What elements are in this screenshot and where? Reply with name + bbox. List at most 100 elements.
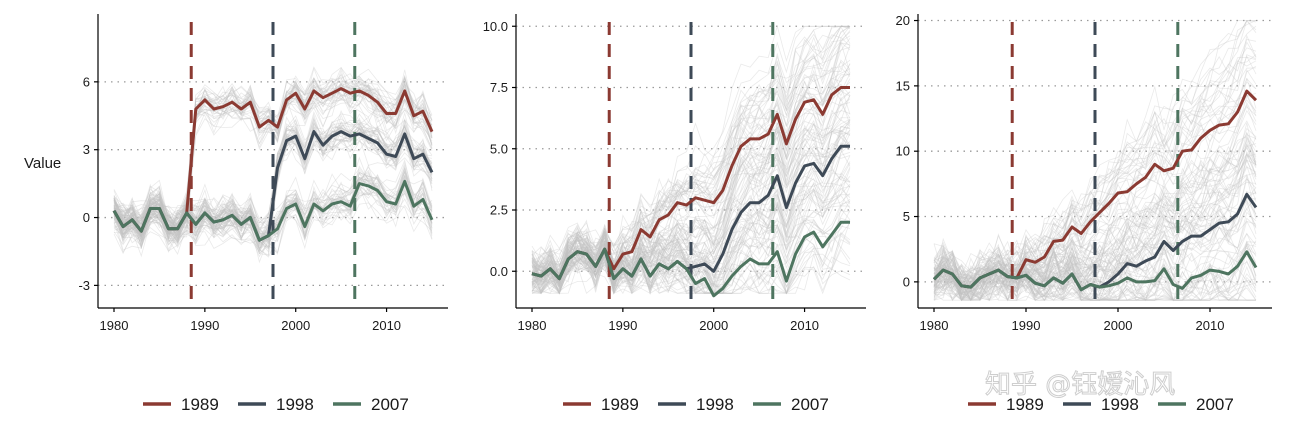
placebo-line	[933, 122, 1257, 278]
placebo-line	[933, 69, 1257, 291]
placebo-line	[113, 81, 433, 231]
axes	[914, 14, 1272, 312]
placebo-line	[933, 153, 1257, 301]
placebo-line	[933, 240, 1257, 302]
x-tick-label: 1980	[518, 318, 547, 333]
panel-left: Value -3 0 3 6 1980 1990 2000 2010	[24, 14, 448, 333]
placebo-line	[933, 262, 1257, 302]
placebo-line	[933, 242, 1257, 296]
placebo-line	[933, 199, 1257, 289]
placebo-line	[113, 174, 433, 245]
placebo-line	[113, 81, 433, 249]
placebo-line	[113, 76, 433, 247]
placebo-line	[933, 136, 1257, 301]
legend-label-2007: 2007	[371, 395, 409, 414]
x-tick-label: 1990	[1012, 318, 1041, 333]
y-tick-label: 0.0	[490, 264, 508, 279]
placebo-line	[531, 231, 851, 295]
placebo-line	[933, 41, 1257, 302]
placebo-line	[933, 191, 1257, 296]
placebo-line	[933, 131, 1257, 296]
x-tick-label: 1990	[608, 318, 637, 333]
x-tick-label: 2000	[281, 318, 310, 333]
x-tick-label: 2000	[1104, 318, 1133, 333]
placebo-line	[933, 261, 1257, 301]
placebo-line	[531, 129, 851, 284]
x-tick-labels: 1980 1990 2000 2010	[920, 318, 1225, 333]
placebo-line	[933, 217, 1257, 300]
placebo-line	[113, 79, 433, 246]
series-lines	[531, 86, 850, 298]
placebo-line	[531, 129, 851, 277]
placebo-line	[531, 210, 851, 295]
y-tick-label: 15	[896, 78, 910, 93]
y-tick-label: 10.0	[483, 19, 508, 34]
y-tick-label: 0	[83, 210, 90, 225]
placebo-line	[933, 144, 1257, 299]
y-tick-label: 7.5	[490, 80, 508, 95]
placebo-line	[531, 119, 851, 284]
placebo-line	[531, 135, 851, 295]
series-lines	[932, 89, 1258, 292]
placebo-line	[113, 118, 433, 229]
placebo-line	[933, 109, 1257, 301]
placebo-line	[933, 247, 1257, 301]
placebo-line	[933, 92, 1257, 296]
legend-left: 1989 1998 2007	[143, 395, 409, 414]
x-tick-label: 2010	[1196, 318, 1225, 333]
placebo-line	[531, 42, 851, 285]
x-tick-labels: 1980 1990 2000 2010	[518, 318, 819, 333]
legend-label-1998: 1998	[276, 395, 314, 414]
placebo-line	[113, 138, 433, 253]
placebo-line	[531, 30, 851, 294]
series-line-2007	[112, 179, 434, 242]
x-tick-label: 1980	[100, 318, 129, 333]
placebo-line	[933, 20, 1257, 298]
y-tick-label: 10	[896, 144, 910, 159]
placebo-line	[933, 195, 1257, 301]
placebo-line	[531, 63, 851, 288]
axes	[94, 14, 448, 312]
placebo-line	[113, 176, 433, 230]
series-lines	[112, 87, 434, 242]
y-tick-label: 6	[83, 74, 90, 89]
placebo-line	[933, 145, 1257, 292]
y-tick-label: 3	[83, 142, 90, 157]
treatment-lines	[607, 22, 775, 308]
legend-label-2007: 2007	[791, 395, 829, 414]
series-line-2007	[531, 220, 850, 298]
x-tick-label: 2010	[790, 318, 819, 333]
legend-label-1989: 1989	[601, 395, 639, 414]
treatment-lines	[189, 22, 357, 308]
placebo-line	[933, 19, 1257, 301]
placebo-line	[531, 68, 851, 294]
placebo-line	[933, 153, 1257, 302]
placebo-line	[531, 119, 851, 279]
placebo-line	[933, 134, 1257, 300]
watermark: 知乎 @钰嫒沁风	[985, 370, 1175, 400]
x-tick-label: 2000	[699, 318, 728, 333]
x-tick-label: 2010	[372, 318, 401, 333]
y-axis-title: Value	[24, 155, 61, 172]
placebo-line	[933, 246, 1257, 301]
placebo-line	[933, 136, 1257, 302]
placebo-line	[531, 232, 851, 294]
axes	[512, 14, 866, 312]
x-tick-label: 1990	[190, 318, 219, 333]
placebo-line	[933, 260, 1257, 301]
placebo-line	[933, 60, 1257, 292]
placebo-line	[933, 182, 1257, 301]
placebo-line	[933, 54, 1257, 301]
placebo-line	[933, 54, 1257, 282]
placebo-line	[933, 201, 1257, 293]
placebo-line	[531, 209, 851, 294]
legend-label-1998: 1998	[1101, 395, 1139, 414]
panel-right: 0 5 10 15 20 1980 1990 2000 2010	[896, 13, 1272, 333]
placebo-line	[933, 200, 1257, 301]
placebo-line	[933, 254, 1257, 296]
placebo-line	[531, 42, 851, 281]
y-tick-label: 0	[903, 274, 910, 289]
panel-middle: 0.0 2.5 5.0 7.5 10.0 1980 1990 2000 2010	[483, 14, 866, 333]
placebo-line	[113, 189, 433, 253]
placebo-line	[933, 254, 1256, 301]
